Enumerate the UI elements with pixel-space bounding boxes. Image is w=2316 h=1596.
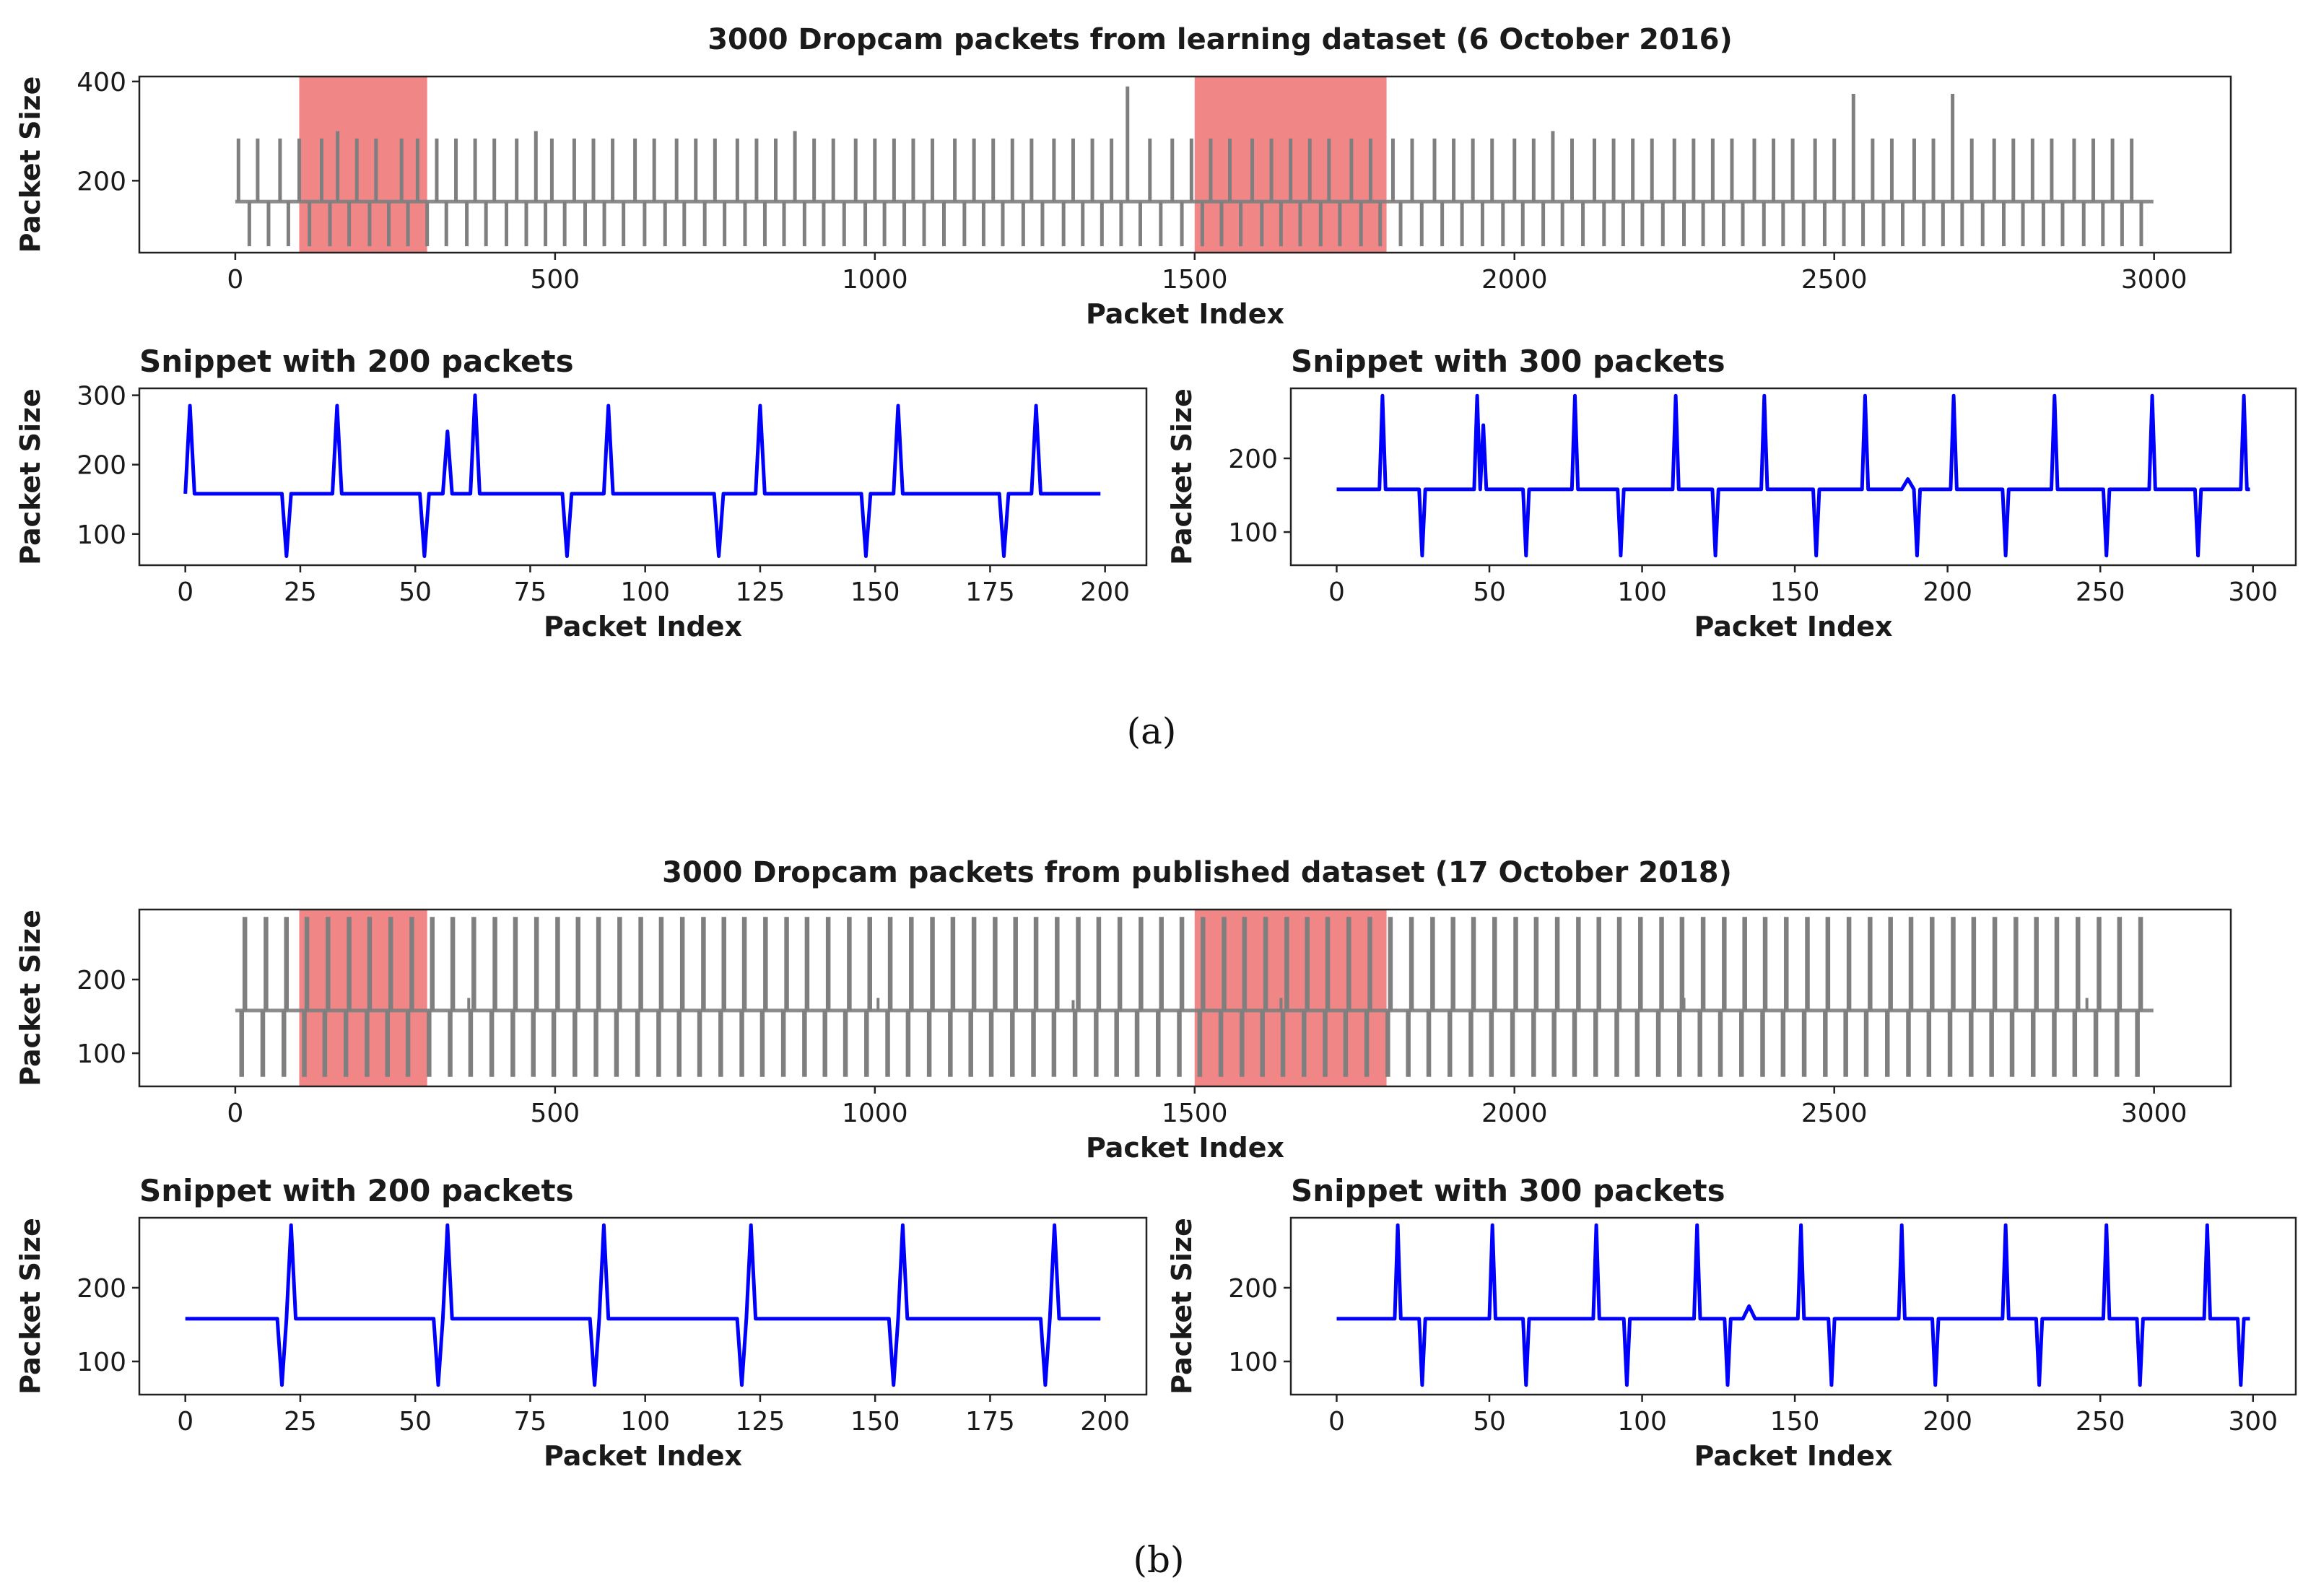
series-line <box>185 1223 1101 1387</box>
x-tick-label: 2500 <box>1801 265 1868 295</box>
series-line <box>1336 1223 2250 1387</box>
y-tick-label: 200 <box>1228 1274 1278 1304</box>
x-tick-label: 1500 <box>1162 1099 1228 1128</box>
x-axis-label: Packet Index <box>1086 1132 1284 1164</box>
x-tick-label: 100 <box>1617 577 1667 607</box>
x-axis-label: Packet Index <box>544 611 742 642</box>
x-tick-label: 200 <box>1923 577 1972 607</box>
chart-title: 3000 Dropcam packets from published data… <box>662 856 1732 889</box>
axes-frame <box>138 387 1148 567</box>
x-tick-label: 0 <box>177 1407 193 1436</box>
y-axis-label: Packet Size <box>14 77 46 253</box>
x-tick-label: 75 <box>514 577 547 607</box>
x-tick-label: 150 <box>1770 1407 1820 1436</box>
x-tick-label: 200 <box>1923 1407 1972 1436</box>
x-axis-label: Packet Index <box>544 1440 742 1472</box>
y-tick-label: 200 <box>77 167 126 196</box>
y-tick-label: 200 <box>77 966 126 995</box>
x-axis-label: Packet Index <box>1694 611 1892 642</box>
chart-title: Snippet with 200 packets <box>139 1173 574 1208</box>
x-tick-label: 2000 <box>1481 1099 1548 1128</box>
axes-frame <box>138 908 2232 1088</box>
y-tick-label: 100 <box>77 520 126 550</box>
y-tick-label: 300 <box>77 382 126 411</box>
y-tick-label: 400 <box>77 68 126 97</box>
x-tick-label: 1000 <box>842 265 908 295</box>
x-tick-label: 50 <box>399 577 432 607</box>
x-tick-label: 2500 <box>1801 1099 1868 1128</box>
chart-a_right: 0 50 100 150 200 250 300 100 200 Packet Index Pack… <box>1166 344 2297 642</box>
caption-b: (b) <box>1133 1539 1184 1581</box>
chart-b_right: 0 50 100 150 200 250 300 100 200 Packet Index Pack… <box>1166 1173 2297 1472</box>
chart-title: Snippet with 200 packets <box>139 344 574 379</box>
y-axis-label: Packet Size <box>1166 388 1198 565</box>
y-tick-label: 100 <box>77 1348 126 1377</box>
x-tick-label: 150 <box>1770 577 1820 607</box>
x-tick-label: 100 <box>1617 1407 1667 1436</box>
caption-a: (a) <box>1127 710 1177 752</box>
y-tick-label: 200 <box>77 1274 126 1304</box>
x-axis-label: Packet Index <box>1694 1440 1892 1472</box>
y-tick-label: 200 <box>1228 445 1278 474</box>
y-tick-label: 100 <box>77 1039 126 1069</box>
x-tick-label: 300 <box>2228 1407 2278 1436</box>
x-tick-label: 175 <box>965 1407 1015 1436</box>
chart-b_left: 0 25 50 75 100 125 150 175 200 100 200 Packet Index… <box>14 1173 1148 1472</box>
y-axis-label: Packet Size <box>1166 1218 1198 1395</box>
y-axis-label: Packet Size <box>14 1218 46 1395</box>
axes-frame <box>138 75 2232 254</box>
x-tick-label: 0 <box>177 577 193 607</box>
x-tick-label: 0 <box>227 265 243 295</box>
y-tick-label: 200 <box>77 451 126 481</box>
x-tick-label: 0 <box>1328 577 1345 607</box>
x-tick-label: 150 <box>850 577 900 607</box>
x-tick-label: 75 <box>514 1407 547 1436</box>
x-tick-label: 1000 <box>842 1099 908 1128</box>
x-tick-label: 500 <box>530 265 580 295</box>
series-line <box>183 393 1101 558</box>
x-tick-label: 300 <box>2228 577 2278 607</box>
axes-frame <box>1289 1216 2297 1396</box>
x-tick-label: 1500 <box>1162 265 1228 295</box>
x-tick-label: 250 <box>2076 577 2125 607</box>
x-tick-label: 125 <box>736 577 785 607</box>
x-tick-label: 3000 <box>2121 1099 2187 1128</box>
x-tick-label: 0 <box>1328 1407 1345 1436</box>
x-tick-label: 50 <box>1473 1407 1506 1436</box>
x-tick-label: 200 <box>1080 577 1130 607</box>
chart-title: 3000 Dropcam packets from learning datas… <box>708 23 1733 56</box>
chart-a_left: 0 25 50 75 100 125 150 175 200 100 200 300 Packet In… <box>14 344 1148 642</box>
y-tick-label: 100 <box>1228 1348 1278 1377</box>
x-tick-label: 25 <box>284 577 317 607</box>
y-axis-label: Packet Size <box>14 388 46 565</box>
x-tick-label: 3000 <box>2121 265 2187 295</box>
x-tick-label: 500 <box>530 1099 580 1128</box>
highlight-region <box>1194 910 1387 1086</box>
x-tick-label: 125 <box>736 1407 785 1436</box>
axes-frame <box>1289 387 2297 567</box>
axes-frame <box>138 1216 1148 1396</box>
x-tick-label: 175 <box>965 577 1015 607</box>
x-axis-label: Packet Index <box>1086 298 1284 330</box>
x-tick-label: 250 <box>2076 1407 2125 1436</box>
y-tick-label: 100 <box>1228 518 1278 548</box>
chart-title: Snippet with 300 packets <box>1291 1173 1725 1208</box>
x-tick-label: 50 <box>399 1407 432 1436</box>
x-tick-label: 100 <box>620 1407 670 1436</box>
x-tick-label: 0 <box>227 1099 243 1128</box>
x-tick-label: 150 <box>850 1407 900 1436</box>
x-tick-label: 50 <box>1473 577 1506 607</box>
x-tick-label: 100 <box>620 577 670 607</box>
x-tick-label: 2000 <box>1481 265 1548 295</box>
x-tick-label: 200 <box>1080 1407 1130 1436</box>
series-line <box>1336 393 2250 558</box>
x-tick-label: 25 <box>284 1407 317 1436</box>
chart-a_main: 0 500 1000 1500 2000 2500 3000 200 400 Packet Ind… <box>14 23 2232 330</box>
chart-b_main: 0 500 1000 1500 2000 2500 3000 100 200 Packet Ind… <box>14 856 2232 1164</box>
y-axis-label: Packet Size <box>14 910 46 1086</box>
chart-title: Snippet with 300 packets <box>1291 344 1725 379</box>
